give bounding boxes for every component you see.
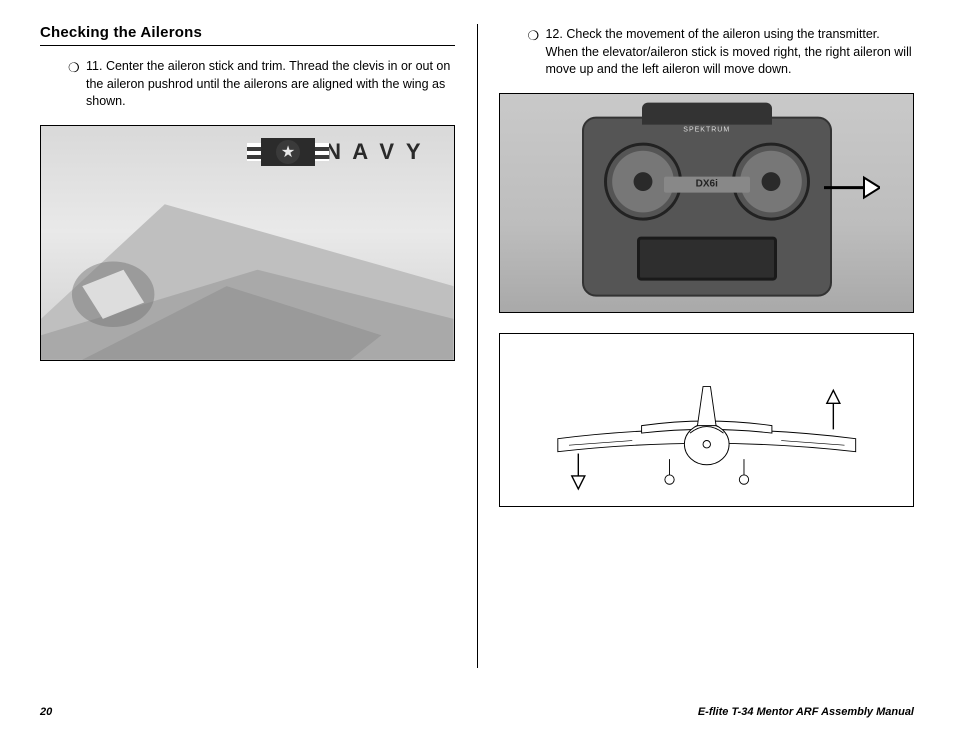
navy-marking: ★ N A V Y (261, 138, 423, 166)
figure-plane-diagram (499, 333, 914, 507)
right-column: ❍ 12. Check the movement of the aileron … (481, 24, 914, 668)
two-column-layout: Checking the Ailerons ❍ 11. Center the a… (40, 24, 914, 668)
step-11: ❍ 11. Center the aileron stick and trim.… (68, 58, 455, 111)
step-11-body: Center the aileron stick and trim. Threa… (86, 59, 450, 108)
figure-wing-photo: ★ N A V Y (40, 125, 455, 361)
page: Checking the Ailerons ❍ 11. Center the a… (0, 0, 954, 738)
page-number: 20 (40, 706, 52, 718)
step-12-body: Check the movement of the aileron using … (545, 27, 911, 76)
plane-rear-view (517, 340, 897, 498)
step-12-text: 12. Check the movement of the aileron us… (545, 26, 914, 79)
step-12: ❍ 12. Check the movement of the aileron … (527, 26, 914, 79)
wing-photo-placeholder (41, 196, 454, 360)
section-title: Checking the Ailerons (40, 24, 455, 46)
step-bullet-icon: ❍ (68, 58, 86, 111)
step-11-text: 11. Center the aileron stick and trim. T… (86, 58, 455, 111)
column-divider (477, 24, 478, 668)
star-icon: ★ (276, 140, 300, 164)
tx-brand-main: DX6i (664, 176, 750, 192)
us-insignia-icon: ★ (261, 138, 315, 166)
stick-right-arrow-icon (824, 174, 880, 200)
right-aileron-up-arrow-icon (827, 391, 840, 430)
left-aileron-down-arrow-icon (572, 454, 585, 489)
tx-brand-small: SPEKTRUM (683, 126, 730, 133)
figure-transmitter-photo: SPEKTRUM DX6i (499, 93, 914, 313)
navy-text: N A V Y (325, 139, 423, 165)
page-footer: 20 E-flite T-34 Mentor ARF Assembly Manu… (40, 706, 914, 718)
tx-screen (637, 236, 777, 280)
tx-handle (642, 102, 772, 124)
step-12-num: 12. (545, 27, 562, 41)
step-bullet-icon: ❍ (527, 26, 545, 79)
step-11-num: 11. (86, 59, 102, 73)
left-column: Checking the Ailerons ❍ 11. Center the a… (40, 24, 473, 668)
manual-title: E-flite T-34 Mentor ARF Assembly Manual (698, 706, 914, 718)
transmitter-body: SPEKTRUM DX6i (582, 116, 832, 296)
